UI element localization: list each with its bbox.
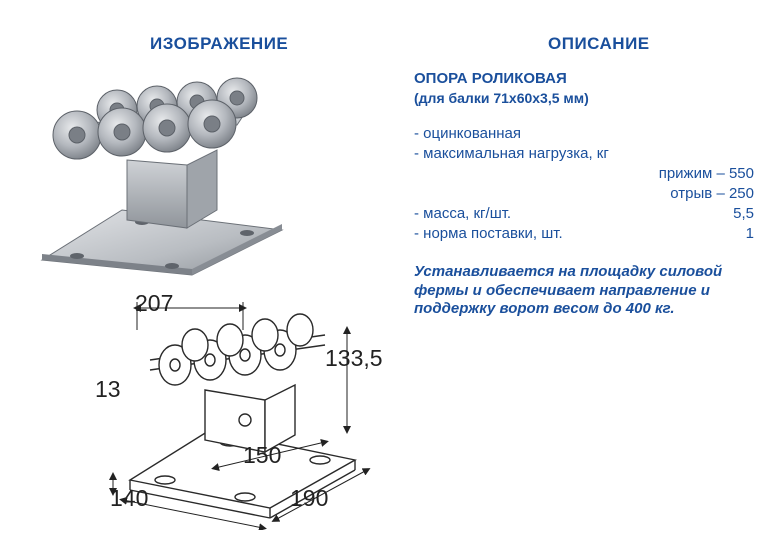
- spec-mass-label: - масса, кг/шт.: [414, 205, 511, 223]
- dim-190: 190: [290, 485, 328, 512]
- spec-tear-value: 250: [729, 185, 754, 203]
- spec-press-label: прижим –: [659, 165, 725, 183]
- spec-mass-value: 5,5: [733, 205, 754, 223]
- spec-press: прижим – 550: [414, 165, 754, 183]
- spec-maxload-label: - максимальная нагрузка, кг: [414, 145, 609, 163]
- spec-mass: - масса, кг/шт. 5,5: [414, 205, 754, 223]
- installation-note: Устанавливается на площадку силовой ферм…: [414, 263, 754, 319]
- spec-maxload: - максимальная нагрузка, кг: [414, 145, 754, 163]
- spec-supply: - норма поставки, шт. 1: [414, 225, 754, 243]
- spec-tear: отрыв – 250: [414, 185, 754, 203]
- spec-coating-label: - оцинкованная: [414, 125, 521, 143]
- product-photo: [22, 70, 310, 280]
- product-title: ОПОРА РОЛИКОВАЯ: [414, 70, 754, 88]
- dim-140: 140: [110, 485, 148, 512]
- spec-press-value: 550: [729, 165, 754, 183]
- spec-supply-label: - норма поставки, шт.: [414, 225, 563, 243]
- dim-13: 13: [95, 376, 121, 403]
- column-header-description: ОПИСАНИЕ: [548, 34, 650, 54]
- spec-coating: - оцинкованная: [414, 125, 754, 143]
- dim-150: 150: [243, 442, 281, 469]
- description-block: ОПОРА РОЛИКОВАЯ (для балки 71х60х3,5 мм)…: [414, 70, 754, 319]
- column-header-image: ИЗОБРАЖЕНИЕ: [150, 34, 288, 54]
- technical-drawing: 207 133,5 13 150 190 140: [95, 290, 395, 530]
- spec-supply-value: 1: [746, 225, 754, 243]
- dim-133-5: 133,5: [325, 345, 383, 372]
- dim-207: 207: [135, 290, 173, 317]
- spec-tear-label: отрыв –: [670, 185, 725, 203]
- product-subtitle: (для балки 71х60х3,5 мм): [414, 90, 754, 107]
